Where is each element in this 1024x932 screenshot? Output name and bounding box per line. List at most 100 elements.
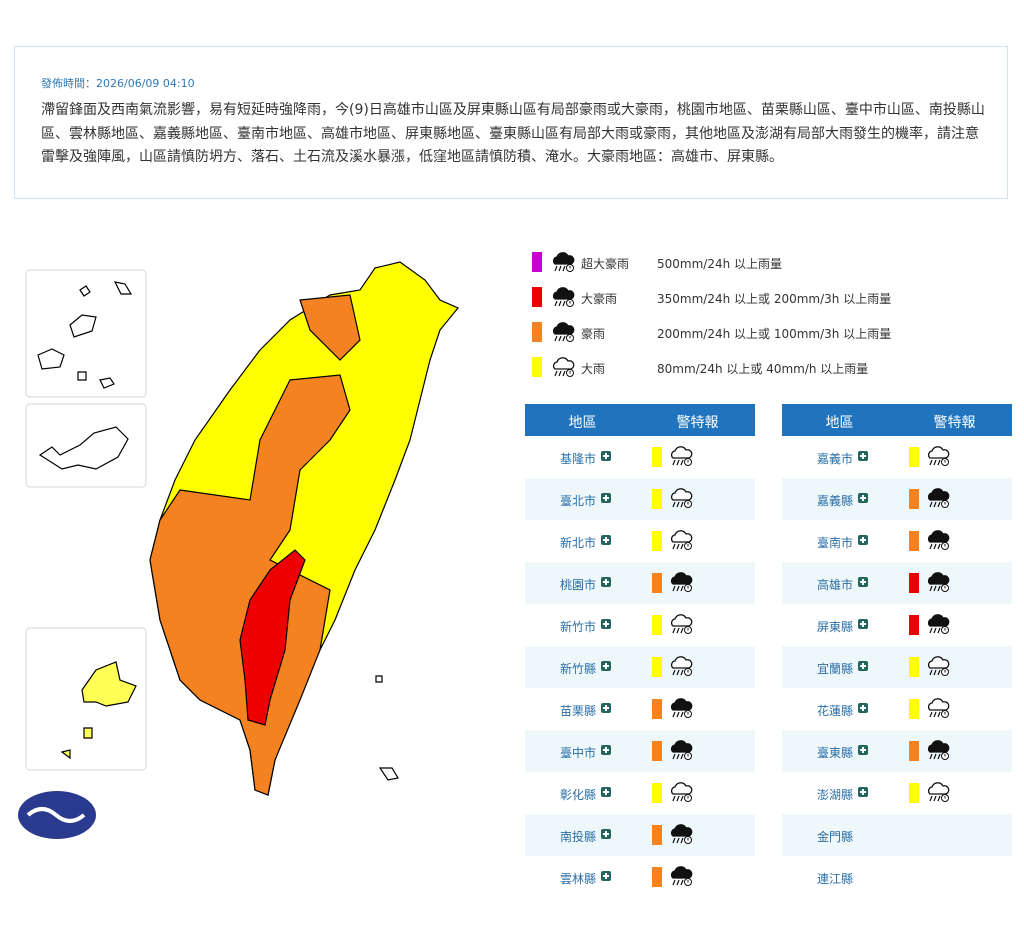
rain-icon [927, 656, 950, 676]
expand-button[interactable] [858, 745, 868, 755]
legend-desc: 500mm/24h 以上雨量 [657, 257, 783, 271]
warning-color [909, 489, 919, 509]
expand-button[interactable] [601, 829, 611, 839]
table-row: 新北市 [525, 520, 755, 562]
legend-item: 豪雨 200mm/24h 以上或 100mm/3h 以上雨量 [530, 320, 1010, 344]
table-row: 南投縣 [525, 814, 755, 856]
expand-button[interactable] [858, 619, 868, 629]
rain-icon [670, 614, 693, 634]
legend-item: 超大豪雨 500mm/24h 以上雨量 [530, 250, 1010, 274]
rain-icon [927, 446, 950, 466]
expand-button[interactable] [858, 703, 868, 713]
header-cell: 警特報 [676, 415, 719, 431]
table-header: 地區 警特報 [782, 404, 1012, 436]
table-row: 苗栗縣 [525, 688, 755, 730]
rain-icon [670, 782, 693, 802]
rain-icon [670, 866, 693, 886]
expand-button[interactable] [601, 535, 611, 545]
expand-button[interactable] [601, 787, 611, 797]
table-row: 連江縣 [782, 856, 1012, 898]
warning-color [652, 447, 662, 467]
table-row: 新竹市 [525, 604, 755, 646]
rain-icon [670, 446, 693, 466]
table-row: 臺南市 [782, 520, 1012, 562]
warning-color [652, 741, 662, 761]
region-name: 基隆市 [560, 452, 597, 466]
warning-color [909, 447, 919, 467]
expand-button[interactable] [601, 451, 611, 461]
region-name: 臺南市 [817, 536, 854, 550]
expand-button[interactable] [601, 871, 611, 881]
rain-icon [927, 740, 950, 760]
warning-color [909, 741, 919, 761]
region-name: 澎湖縣 [817, 788, 854, 802]
legend-desc: 80mm/24h 以上或 40mm/h 以上雨量 [657, 362, 869, 376]
expand-button[interactable] [601, 703, 611, 713]
warning-color [652, 615, 662, 635]
warning-color [652, 825, 662, 845]
info-box: 發佈時間：2026/06/09 04:10 滯留鋒面及西南氣流影響，易有短延時強… [14, 46, 1008, 199]
table-row: 雲林縣 [525, 856, 755, 898]
legend-desc: 350mm/24h 以上或 200mm/3h 以上雨量 [657, 292, 892, 306]
region-name: 雲林縣 [560, 872, 597, 886]
rain-icon [670, 698, 693, 718]
region-name: 連江縣 [817, 872, 854, 886]
table-row: 臺中市 [525, 730, 755, 772]
region-name: 新竹縣 [560, 662, 597, 676]
table-row: 花蓮縣 [782, 688, 1012, 730]
expand-button[interactable] [858, 787, 868, 797]
region-name: 臺北市 [560, 494, 597, 508]
warning-color [909, 531, 919, 551]
expand-button[interactable] [858, 535, 868, 545]
table-row: 臺東縣 [782, 730, 1012, 772]
legend-name: 大雨 [581, 362, 606, 376]
region-name: 南投縣 [560, 830, 597, 844]
table-row: 新竹縣 [525, 646, 755, 688]
warning-color [652, 783, 662, 803]
region-name: 苗栗縣 [560, 704, 597, 718]
expand-button[interactable] [601, 619, 611, 629]
expand-button[interactable] [601, 577, 611, 587]
region-name: 新北市 [560, 536, 597, 550]
rain-icon [670, 488, 693, 508]
expand-button[interactable] [601, 745, 611, 755]
warning-color [652, 531, 662, 551]
warning-color [909, 699, 919, 719]
table-row: 澎湖縣 [782, 772, 1012, 814]
legend-swatch [532, 322, 542, 342]
table-header: 地區 警特報 [525, 404, 755, 436]
expand-button[interactable] [858, 451, 868, 461]
region-name: 桃園市 [560, 578, 597, 592]
legend-item: 大雨 80mm/24h 以上或 40mm/h 以上雨量 [530, 355, 1010, 379]
legend-name: 超大豪雨 [581, 257, 630, 271]
expand-button[interactable] [858, 577, 868, 587]
legend-name: 豪雨 [581, 327, 606, 341]
rain-icon [670, 740, 693, 760]
warning-color [652, 867, 662, 887]
rain-icon [670, 656, 693, 676]
warning-color [652, 657, 662, 677]
region-name: 花蓮縣 [817, 704, 854, 718]
legend-desc: 200mm/24h 以上或 100mm/3h 以上雨量 [657, 327, 892, 341]
table-row: 基隆市 [525, 436, 755, 478]
region-name: 臺中市 [560, 746, 597, 760]
table-row: 桃園市 [525, 562, 755, 604]
region-name: 臺東縣 [817, 746, 854, 760]
region-name: 嘉義市 [817, 452, 854, 466]
expand-button[interactable] [601, 493, 611, 503]
legend-name: 大豪雨 [581, 292, 618, 306]
region-name: 嘉義縣 [817, 494, 854, 508]
warning-color [652, 573, 662, 593]
bulletin-text: 滯留鋒面及西南氣流影響，易有短延時強降雨，今(9)日高雄市山區及屏東縣山區有局部… [41, 102, 985, 165]
expand-button[interactable] [601, 661, 611, 671]
expand-button[interactable] [858, 493, 868, 503]
rain-icon [552, 287, 575, 307]
rain-icon [927, 572, 950, 592]
region-name: 屏東縣 [817, 620, 854, 634]
region-name: 宜蘭縣 [817, 662, 854, 676]
table-row: 嘉義縣 [782, 478, 1012, 520]
legend-swatch [532, 252, 542, 272]
legend-item: 大豪雨 350mm/24h 以上或 200mm/3h 以上雨量 [530, 285, 1010, 309]
expand-button[interactable] [858, 661, 868, 671]
